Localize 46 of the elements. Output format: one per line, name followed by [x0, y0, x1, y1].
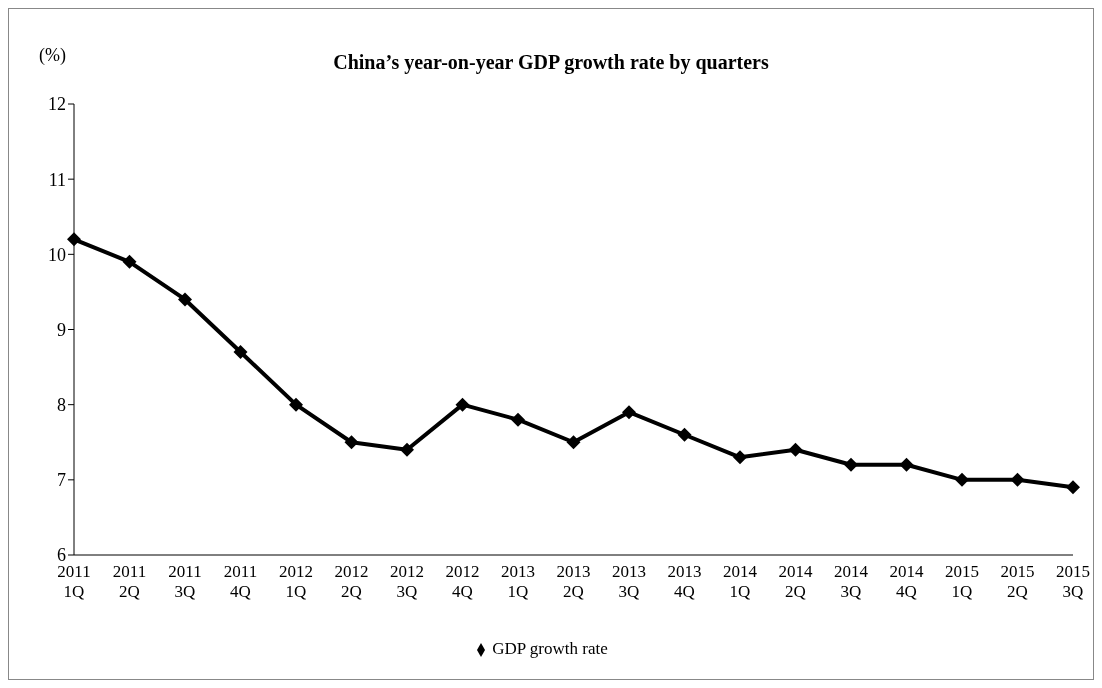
point: [622, 405, 636, 420]
y-tick-label: 7: [57, 470, 66, 491]
point: [566, 435, 581, 450]
point: [511, 412, 525, 427]
chart-title: China’s year-on-year GDP growth rate by quarters: [333, 51, 769, 73]
y-tick-label: 12: [48, 94, 66, 115]
y-tick-label: 8: [57, 395, 66, 416]
x-tick-label: 2013 4Q: [667, 562, 702, 601]
point: [788, 442, 803, 457]
x-tick-label: 2012 3Q: [390, 562, 424, 601]
y-tick-label: 9: [57, 319, 66, 340]
x-tick-label: 2012 4Q: [445, 562, 480, 601]
y-tick-label: 11: [48, 169, 66, 190]
point: [899, 457, 914, 472]
point: [733, 450, 747, 465]
x-tick-label: 2014 2Q: [778, 562, 813, 601]
x-tick-label: 2015 1Q: [945, 562, 979, 601]
x-tick-label: 2014 4Q: [889, 562, 924, 601]
legend-label: GDP growth rate: [492, 639, 608, 658]
point: [955, 472, 969, 487]
x-tick-label: 2015 3Q: [1056, 562, 1090, 601]
x-tick-label: 2011 3Q: [168, 562, 202, 601]
x-tick-label: 2013 3Q: [612, 562, 646, 601]
point: [344, 435, 359, 450]
point: [677, 427, 692, 442]
point: [122, 254, 137, 269]
x-tick-label: 2013 2Q: [556, 562, 591, 601]
x-tick-label: 2012 2Q: [334, 562, 369, 601]
x-tick-label: 2014 3Q: [834, 562, 869, 601]
x-tick-label: 2015 2Q: [1000, 562, 1035, 601]
x-tick-label: 2014 1Q: [723, 562, 758, 601]
point: [1066, 480, 1080, 495]
point: [178, 292, 192, 307]
point: [233, 345, 248, 360]
point: [67, 232, 81, 247]
point: [1010, 472, 1025, 487]
y-tick-label: 10: [48, 244, 66, 265]
x-tick-label: 2011 4Q: [223, 562, 258, 601]
x-tick-label: 2013 1Q: [501, 562, 535, 601]
point: [400, 442, 414, 457]
point: [844, 457, 858, 472]
point: [455, 397, 470, 412]
point: [289, 397, 303, 412]
x-tick-label: 2012 1Q: [279, 562, 313, 601]
y-axis-title: (%): [39, 45, 66, 66]
x-tick-label: 2011 2Q: [112, 562, 147, 601]
